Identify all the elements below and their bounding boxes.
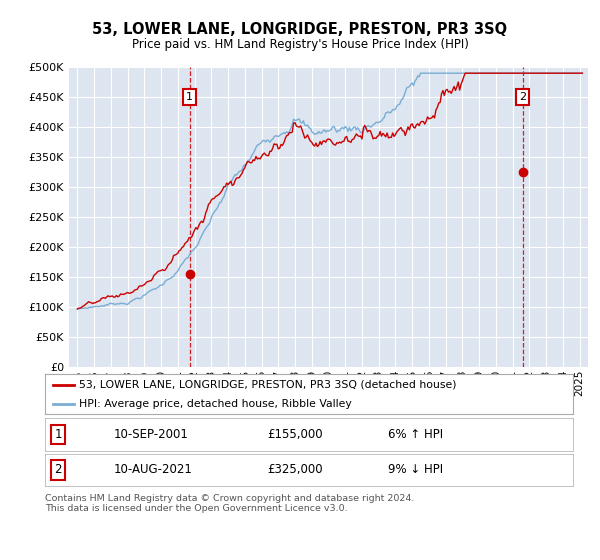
Text: £155,000: £155,000 [267,428,322,441]
Text: HPI: Average price, detached house, Ribble Valley: HPI: Average price, detached house, Ribb… [79,399,352,408]
Text: 9% ↓ HPI: 9% ↓ HPI [388,463,443,477]
Text: £325,000: £325,000 [267,463,322,477]
Text: 6% ↑ HPI: 6% ↑ HPI [388,428,443,441]
Text: Price paid vs. HM Land Registry's House Price Index (HPI): Price paid vs. HM Land Registry's House … [131,38,469,50]
Text: 53, LOWER LANE, LONGRIDGE, PRESTON, PR3 3SQ (detached house): 53, LOWER LANE, LONGRIDGE, PRESTON, PR3 … [79,380,457,390]
Text: 1: 1 [55,428,62,441]
Text: 2: 2 [519,92,526,102]
Text: 53, LOWER LANE, LONGRIDGE, PRESTON, PR3 3SQ: 53, LOWER LANE, LONGRIDGE, PRESTON, PR3 … [92,22,508,38]
Text: 10-AUG-2021: 10-AUG-2021 [113,463,193,477]
Text: Contains HM Land Registry data © Crown copyright and database right 2024.
This d: Contains HM Land Registry data © Crown c… [45,494,415,514]
Text: 10-SEP-2001: 10-SEP-2001 [113,428,188,441]
Text: 2: 2 [55,463,62,477]
Text: 1: 1 [186,92,193,102]
